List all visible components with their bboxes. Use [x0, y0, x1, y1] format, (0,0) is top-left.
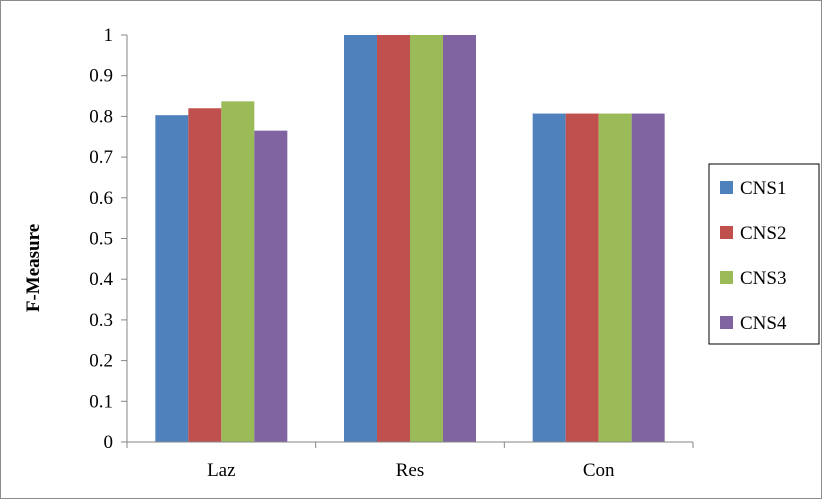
- bar-cns4-laz: [254, 130, 288, 442]
- legend-label-cns4: CNS4: [740, 313, 787, 334]
- y-ticks: 0 0.1 0.2 0.3 0.4 0.5 0.6 0.7 0.8 0.9 1: [89, 25, 127, 453]
- bar-cns2-laz: [188, 108, 222, 442]
- y-tick-label: 0.9: [89, 66, 113, 87]
- y-tick-label: 0: [104, 432, 114, 453]
- y-tick-label: 0.6: [89, 188, 113, 209]
- x-ticks: Laz Res Con: [126, 442, 694, 481]
- bar-cns1-res: [344, 35, 377, 442]
- y-tick-label: 0.2: [89, 351, 113, 372]
- bar-cns3-laz: [221, 101, 255, 442]
- bar-cns2-res: [377, 35, 410, 442]
- y-tick-label: 0.8: [89, 106, 113, 127]
- bars-layer: [155, 35, 665, 443]
- y-tick-label: 0.5: [89, 229, 113, 250]
- y-tick-label: 0.4: [89, 269, 113, 290]
- bar-cns4-con: [631, 113, 665, 443]
- x-tick-label: Laz: [207, 460, 235, 481]
- legend-swatch-cns1: [720, 181, 733, 194]
- legend-label-cns2: CNS2: [740, 223, 786, 244]
- bar-cns1-laz: [155, 115, 189, 442]
- y-tick-label: 1: [104, 25, 114, 46]
- bar-cns3-res: [410, 35, 443, 442]
- legend-swatch-cns2: [720, 226, 733, 239]
- y-tick-label: 0.7: [89, 147, 113, 168]
- legend-label-cns3: CNS3: [740, 268, 786, 289]
- legend-label-cns1: CNS1: [740, 178, 786, 199]
- bar-cns1-con: [532, 113, 566, 443]
- bar-cns3-con: [598, 113, 632, 443]
- bar-cns4-res: [443, 35, 476, 442]
- y-tick-label: 0.1: [89, 391, 113, 412]
- x-tick-label: Con: [583, 460, 615, 481]
- y-axis-title: F-Measure: [23, 224, 44, 312]
- y-tick-label: 0.3: [89, 310, 113, 331]
- bar-cns2-con: [565, 113, 599, 443]
- legend: CNS1 CNS2 CNS3 CNS4: [708, 163, 820, 345]
- x-tick-label: Res: [396, 460, 425, 481]
- legend-swatch-cns4: [720, 316, 733, 329]
- legend-swatch-cns3: [720, 271, 733, 284]
